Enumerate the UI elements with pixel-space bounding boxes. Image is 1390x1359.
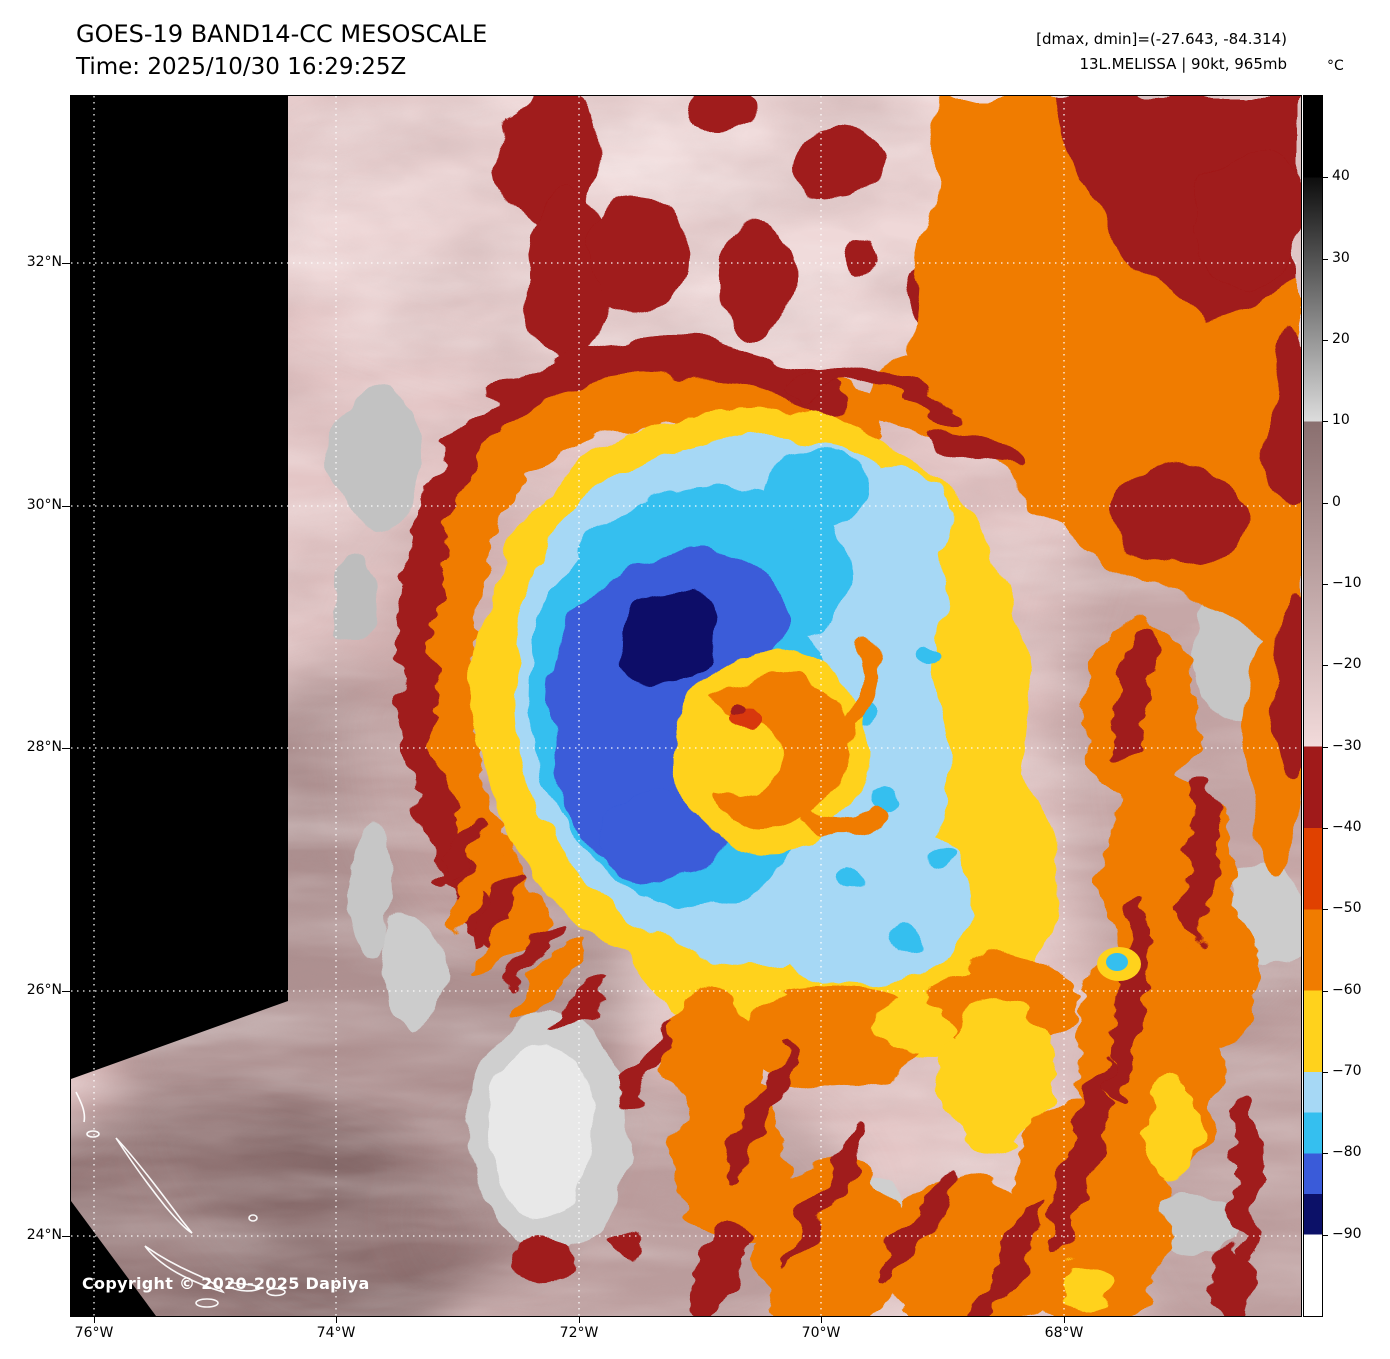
lat-axis-label: 24°N — [26, 1227, 62, 1243]
se-overshooting-top — [1097, 947, 1141, 981]
colorbar-tick-mark — [1323, 258, 1328, 260]
colorbar-tick-label: −70 — [1332, 1063, 1362, 1079]
colorbar-tick-label: 40 — [1332, 168, 1350, 185]
lat-axis-label: 26°N — [26, 982, 62, 998]
lon-axis-label: 74°W — [316, 1325, 356, 1341]
meta-block: [dmax, dmin]=(-27.643, -84.314) 13L.MELI… — [1036, 27, 1287, 77]
colorbar-tick-label: 10 — [1332, 412, 1350, 429]
lat-axis-label: 28°N — [26, 739, 62, 755]
lon-axis-label: 76°W — [74, 1325, 114, 1341]
lat-axis-label: 30°N — [26, 497, 62, 513]
cold-cloud-shield — [471, 408, 1059, 1070]
colorbar-gradient — [1304, 96, 1322, 1316]
colorbar-tick-mark — [1323, 1234, 1328, 1236]
dmax-dmin-readout: [dmax, dmin]=(-27.643, -84.314) — [1036, 30, 1287, 48]
colorbar-tick-label: −10 — [1332, 575, 1362, 591]
southwest-band-fingers — [433, 821, 618, 1028]
no-data-region — [71, 96, 288, 1316]
colorbar-tick-mark — [1323, 746, 1328, 748]
satellite-map-svg — [71, 96, 1301, 1316]
colorbar-tick-mark — [1323, 502, 1328, 504]
graticule — [71, 96, 1301, 1316]
lat-axis-tick — [62, 1236, 70, 1237]
lat-axis-tick — [62, 748, 70, 749]
colorbar-tick-label: −50 — [1332, 900, 1362, 917]
colorbar-tick-label: −60 — [1332, 981, 1362, 998]
colorbar-tick-mark — [1323, 177, 1328, 179]
lon-axis-tick — [821, 1317, 822, 1323]
storm-info: 13L.MELISSA | 90kt, 965mb — [1079, 55, 1287, 73]
lon-axis-tick — [94, 1317, 95, 1323]
colorbar-unit-label: °C — [1327, 58, 1344, 74]
lat-axis-label: 32°N — [26, 254, 62, 270]
lat-axis-tick — [62, 506, 70, 507]
colorbar-tick-mark — [1323, 1072, 1328, 1073]
colorbar-tick-mark — [1323, 909, 1328, 911]
lon-axis-tick — [1064, 1317, 1065, 1323]
colorbar-tick-label: 0 — [1332, 493, 1341, 510]
page-title: GOES-19 BAND14-CC MESOSCALE — [76, 20, 488, 48]
colorbar-tick-label: −80 — [1332, 1144, 1362, 1161]
colorbar-tick-mark — [1323, 421, 1328, 423]
eye-warm-slot — [675, 639, 891, 852]
colorbar-tick-label: 30 — [1332, 249, 1350, 266]
colorbar-tick-label: −30 — [1332, 737, 1362, 754]
coastlines — [75, 1091, 286, 1308]
lon-axis-label: 68°W — [1044, 1325, 1084, 1341]
north-convection-patches — [497, 96, 957, 442]
colorbar-tick-label: −90 — [1332, 1225, 1362, 1242]
lat-axis-tick — [62, 263, 70, 264]
northeast-convective-mass — [864, 96, 1301, 878]
colorbar-tick-mark — [1323, 990, 1328, 992]
colorbar-tick-label: −20 — [1332, 656, 1362, 673]
colorbar-tick-mark — [1323, 584, 1328, 585]
colorbar-tick-mark — [1323, 828, 1328, 829]
colorbar-tick-mark — [1323, 665, 1328, 667]
lon-axis-label: 70°W — [801, 1325, 841, 1341]
colorbar — [1303, 95, 1323, 1317]
timestamp: Time: 2025/10/30 16:29:25Z — [76, 54, 407, 80]
colorbar-tick-mark — [1323, 340, 1328, 341]
lon-axis-tick — [336, 1317, 337, 1323]
south-spiral-bands — [507, 624, 1261, 1316]
copyright-watermark: Copyright © 2020-2025 Dapiya — [82, 1274, 370, 1293]
lon-axis-label: 72°W — [559, 1325, 599, 1341]
lon-axis-tick — [579, 1317, 580, 1323]
colorbar-tick-label: −40 — [1332, 819, 1362, 835]
colorbar-tick-mark — [1323, 1153, 1328, 1155]
lat-axis-tick — [62, 991, 70, 992]
satellite-map — [70, 95, 1302, 1317]
colorbar-tick-label: 20 — [1332, 331, 1350, 347]
